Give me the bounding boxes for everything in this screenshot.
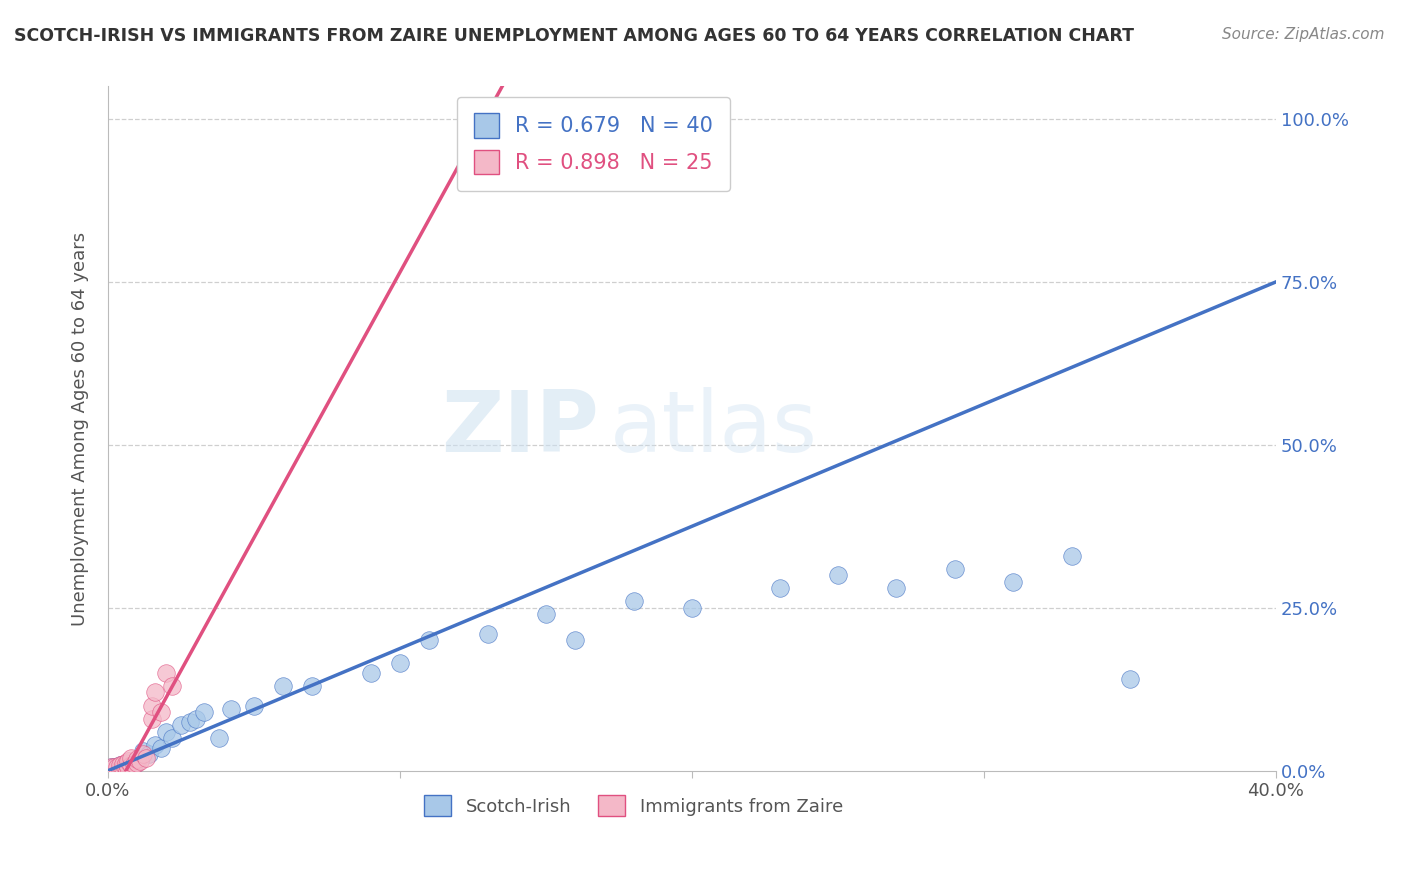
Point <box>103 760 125 774</box>
Point <box>827 568 849 582</box>
Text: SCOTCH-IRISH VS IMMIGRANTS FROM ZAIRE UNEMPLOYMENT AMONG AGES 60 TO 64 YEARS COR: SCOTCH-IRISH VS IMMIGRANTS FROM ZAIRE UN… <box>14 27 1135 45</box>
Point <box>143 738 166 752</box>
Point <box>108 762 131 776</box>
Point <box>143 685 166 699</box>
Point <box>129 754 152 768</box>
Point <box>193 705 215 719</box>
Point <box>623 594 645 608</box>
Point <box>120 758 142 772</box>
Point <box>301 679 323 693</box>
Text: atlas: atlas <box>610 387 818 470</box>
Point <box>219 702 242 716</box>
Text: Source: ZipAtlas.com: Source: ZipAtlas.com <box>1222 27 1385 42</box>
Point <box>120 756 142 770</box>
Point <box>122 758 145 772</box>
Point <box>105 762 128 776</box>
Point <box>208 731 231 745</box>
Legend: Scotch-Irish, Immigrants from Zaire: Scotch-Irish, Immigrants from Zaire <box>416 788 851 823</box>
Point <box>1060 549 1083 563</box>
Point <box>768 581 790 595</box>
Y-axis label: Unemployment Among Ages 60 to 64 years: Unemployment Among Ages 60 to 64 years <box>72 231 89 625</box>
Point <box>1002 574 1025 589</box>
Point <box>127 756 149 770</box>
Point <box>114 760 136 774</box>
Point <box>117 760 139 774</box>
Point <box>114 760 136 774</box>
Text: ZIP: ZIP <box>441 387 599 470</box>
Point <box>477 627 499 641</box>
Point <box>105 760 128 774</box>
Point <box>534 607 557 622</box>
Point <box>132 744 155 758</box>
Point <box>243 698 266 713</box>
Point <box>943 562 966 576</box>
Point <box>1119 673 1142 687</box>
Point <box>184 712 207 726</box>
Point <box>132 747 155 762</box>
Point <box>117 754 139 768</box>
Point <box>160 731 183 745</box>
Point <box>886 581 908 595</box>
Point <box>120 750 142 764</box>
Point <box>111 757 134 772</box>
Point <box>388 656 411 670</box>
Point <box>418 633 440 648</box>
Point <box>111 761 134 775</box>
Point <box>160 679 183 693</box>
Point <box>117 757 139 772</box>
Point <box>100 760 122 774</box>
Point <box>100 760 122 774</box>
Point <box>122 757 145 772</box>
Point <box>564 633 586 648</box>
Point <box>681 600 703 615</box>
Point <box>108 758 131 772</box>
Point <box>114 756 136 770</box>
Point <box>179 714 201 729</box>
Point <box>127 752 149 766</box>
Point <box>360 665 382 680</box>
Point <box>155 665 177 680</box>
Point <box>111 761 134 775</box>
Point <box>170 718 193 732</box>
Point <box>108 758 131 772</box>
Point <box>141 698 163 713</box>
Point <box>135 750 157 764</box>
Point <box>141 712 163 726</box>
Point <box>127 754 149 768</box>
Point <box>138 747 160 762</box>
Point <box>155 724 177 739</box>
Point <box>149 740 172 755</box>
Point <box>149 705 172 719</box>
Point <box>271 679 294 693</box>
Point <box>103 760 125 774</box>
